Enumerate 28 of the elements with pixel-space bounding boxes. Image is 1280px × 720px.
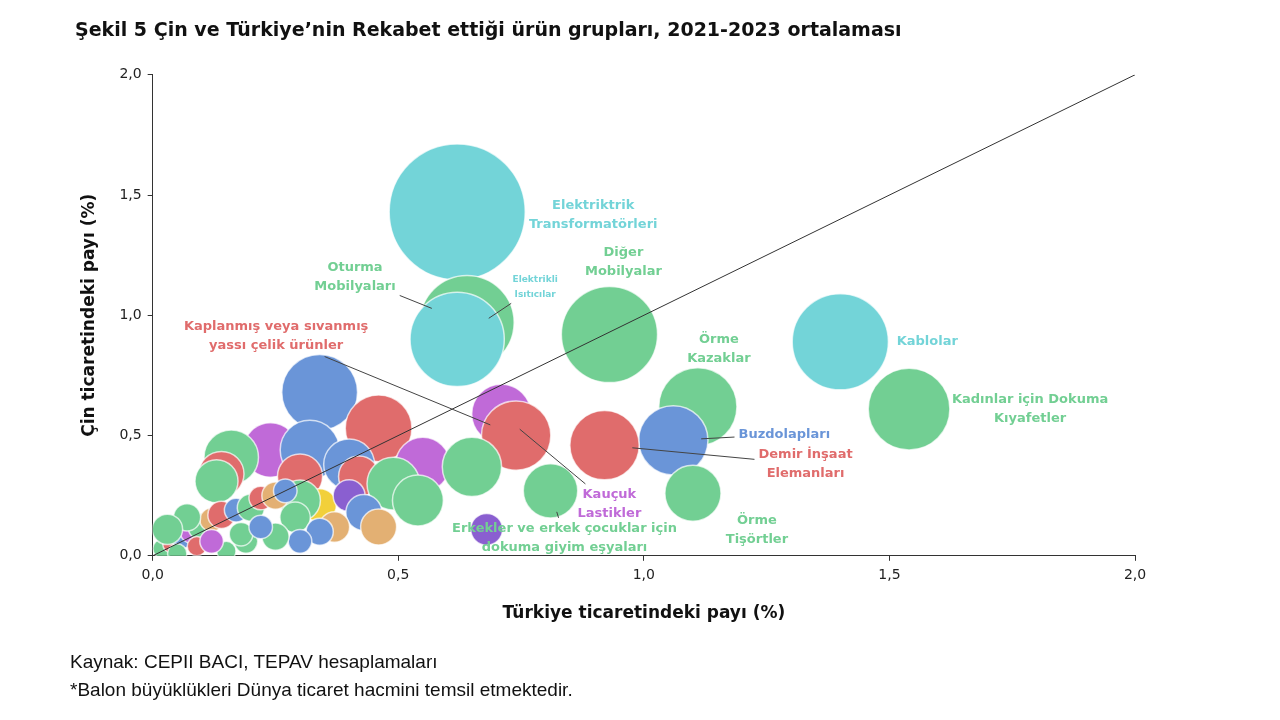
- annotation: Kaplanmış veya sıvanmış yassı çelik ürünler: [183, 318, 369, 353]
- annotation: Örme Tişörtler: [725, 512, 789, 547]
- annotation: Oturma Mobilyaları: [314, 259, 396, 294]
- x-tick-label: 1,0: [632, 565, 655, 582]
- annotation: Elektriktrik Transformatörleri: [528, 196, 658, 231]
- y-tick-label: 1,0: [119, 305, 142, 322]
- x-tick-label: 0,5: [387, 565, 410, 582]
- y-tick-label: 0,0: [119, 546, 142, 563]
- annotation: Erkekler ve erkek çocuklar için dokuma giyim eşyaları: [452, 519, 677, 554]
- y-tick-label: 2,0: [119, 65, 142, 82]
- y-tick-label: 0,5: [119, 426, 142, 443]
- text: Kaynak: CEPII BACI, TEPAV hesaplamaları: [70, 650, 439, 674]
- x-tick-label: 0,0: [141, 565, 164, 582]
- x-tick-label: 2,0: [1123, 565, 1147, 582]
- x-tick-label: 1,5: [878, 565, 901, 582]
- text: *Balon büyüklükleri Dünya ticaret hacmini temsil etmektedir.: [70, 678, 573, 702]
- y-tick-label: 1,5: [119, 185, 142, 202]
- annotation: Kadınlar için Dokuma Kıyafetler: [951, 390, 1109, 425]
- x-axis-title: Türkiye ticaretindeki payı (%): [502, 602, 786, 623]
- annotation: Demir İnşaat Elemanları: [758, 446, 853, 481]
- annotation: Kauçuk Lastikler: [577, 485, 642, 520]
- annotation: Buzdolapları: [738, 425, 831, 441]
- annotation: Kablolar: [896, 333, 959, 349]
- annotation: Örme Kazaklar: [687, 330, 752, 365]
- y-axis-title: Çin ticaretindeki payı (%): [77, 193, 98, 437]
- annotation: Elektrikli Isıtıcılar: [512, 274, 558, 300]
- chart-title: Şekil 5 Çin ve Türkiye’nin Rekabet ettiği ürün grupları, 2021-2023 ortalaması: [75, 18, 902, 41]
- annotation: Diğer Mobilyalar: [584, 244, 663, 279]
